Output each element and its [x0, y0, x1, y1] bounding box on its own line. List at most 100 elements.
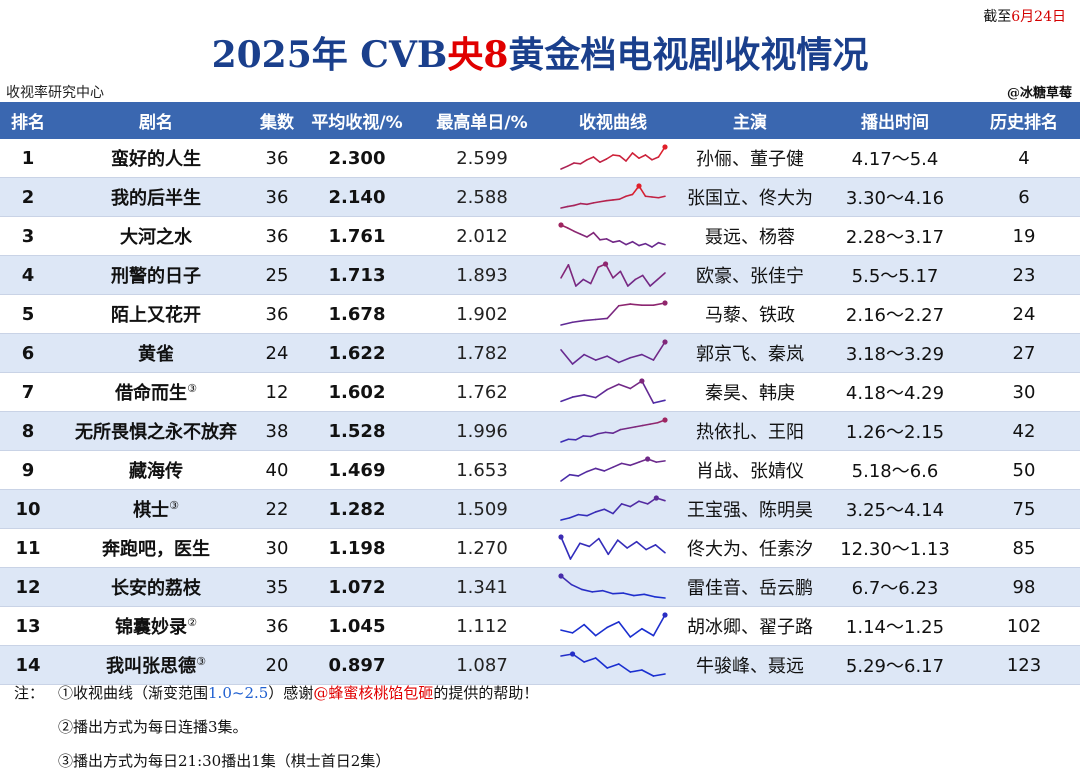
avg-rating-cell: 1.045: [298, 606, 416, 646]
curve-cell: [548, 294, 678, 334]
sparkline-peak-point: [558, 222, 564, 228]
rank-cell: 5: [0, 294, 56, 334]
title-part1: 2025年 CVB: [211, 34, 448, 76]
note-line-1: 注： ①收视曲线（渐变范围1.0~2.5）感谢@蜂蜜核桃馅包砸的提供的帮助！: [14, 682, 538, 716]
avg-rating-cell: 1.761: [298, 216, 416, 256]
sparkline-segment: [588, 537, 600, 548]
period-cell: 1.14～1.25: [822, 606, 968, 646]
sparkline-segment: [589, 266, 599, 285]
cast-cell: 马藜、铁政: [678, 294, 822, 334]
sparkline-chart: [560, 300, 668, 326]
rank-cell: 13: [0, 606, 56, 646]
sparkline-segment: [560, 205, 569, 209]
sparkline-peak-point: [645, 456, 651, 462]
period-cell: 2.16～2.27: [822, 294, 968, 334]
avg-rating-cell: 1.469: [298, 450, 416, 490]
curve-cell: [548, 372, 678, 412]
cast-cell: 欧豪、张佳宁: [678, 255, 822, 295]
footnote-mark: ③: [169, 499, 179, 512]
sparkline-segment: [586, 202, 595, 206]
drama-title: 棋士: [133, 500, 170, 521]
table-row: 10 棋士③ 22 1.282 1.509 王宝强、陈明昊 3.25～4.14 75: [0, 489, 1080, 529]
avg-rating-cell: 1.072: [298, 567, 416, 607]
curve-cell: [548, 333, 678, 373]
sparkline-segment: [586, 467, 597, 473]
sparkline-peak-point: [636, 183, 642, 189]
footnote-mark: ③: [187, 382, 197, 395]
sparkline-segment: [617, 303, 632, 307]
sparkline-segment: [569, 542, 581, 560]
deadline-note: 截至6月24日: [983, 6, 1066, 26]
rank-cell: 3: [0, 216, 56, 256]
sparkline-segment: [652, 673, 666, 677]
sparkline-segment: [619, 427, 629, 431]
period-cell: 12.30～1.13: [822, 528, 968, 568]
sparkline-segment: [649, 421, 659, 425]
cast-cell: 郭京飞、秦岚: [678, 333, 822, 373]
history-rank-cell: 123: [968, 645, 1080, 685]
sparkline-segment: [652, 341, 666, 361]
sparkline-segment: [606, 621, 620, 629]
sparkline-segment: [579, 202, 588, 206]
sparkline-segment: [612, 592, 625, 595]
sparkline-peak-point: [639, 378, 645, 384]
episodes-cell: 38: [256, 411, 298, 451]
history-rank-cell: 23: [968, 255, 1080, 295]
episodes-cell: 22: [256, 489, 298, 529]
ratings-table: 排名 剧名 集数 平均收视/% 最高单日/% 收视曲线 主演 播出时间 历史排名 1 蛮好的人生 3…: [0, 102, 1080, 685]
sparkline-segment: [586, 231, 595, 238]
sparkline-segment: [638, 500, 649, 505]
sparkline-segment: [633, 593, 645, 597]
sparkline-segment: [641, 380, 655, 404]
sparkline-segment: [571, 319, 585, 324]
title-cell: 借命而生③: [56, 372, 256, 412]
peak-rating-cell: 1.996: [416, 411, 548, 451]
sparkline-segment: [620, 503, 632, 508]
sparkline-segment: [568, 473, 580, 477]
drama-title: 藏海传: [129, 461, 183, 482]
table-row: 7 借命而生③ 12 1.602 1.762 秦昊、韩庚 4.18～4.29 30: [0, 372, 1080, 412]
sparkline-segment: [580, 588, 594, 593]
sparkline-segment: [644, 195, 653, 198]
sparkline-segment: [583, 353, 597, 361]
sparkline-segment: [612, 154, 621, 157]
sparkline-segment: [618, 155, 627, 162]
sparkline-segment: [612, 503, 623, 515]
column-header: 播出时间: [822, 102, 968, 139]
sparkline-segment: [592, 231, 601, 241]
history-rank-cell: 4: [968, 139, 1080, 178]
sparkline-peak-point: [558, 534, 564, 540]
drama-title: 锦囊妙录: [115, 617, 188, 638]
history-rank-cell: 102: [968, 606, 1080, 646]
column-header: 平均收视/%: [298, 102, 416, 139]
episodes-cell: 20: [256, 645, 298, 685]
peak-rating-cell: 2.599: [416, 139, 548, 178]
peak-rating-cell: 2.588: [416, 177, 548, 217]
column-header: 收视曲线: [548, 102, 678, 139]
table-row: 3 大河之水 36 1.761 2.012 聂远、杨蓉 2.28～3.17 19: [0, 216, 1080, 256]
sparkline-segment: [629, 461, 640, 467]
sparkline-segment: [560, 438, 570, 443]
peak-rating-cell: 1.112: [416, 606, 548, 646]
sparkline-segment: [594, 626, 609, 637]
sparkline-segment: [629, 669, 643, 673]
sparkline-segment: [573, 202, 582, 207]
sparkline-segment: [618, 239, 627, 246]
sparkline-segment: [592, 200, 601, 204]
sparkline-peak-point: [662, 300, 668, 306]
deadline-prefix: 截至: [983, 9, 1012, 25]
sparkline-segment: [586, 156, 595, 161]
sparkline-chart: [558, 222, 666, 248]
sparkline-segment: [643, 593, 656, 598]
sparkline-segment: [605, 154, 614, 160]
note1-range: 1.0~2.5: [208, 684, 269, 702]
rank-cell: 12: [0, 567, 56, 607]
history-rank-cell: 19: [968, 216, 1080, 256]
column-header: 最高单日/%: [416, 102, 548, 139]
rank-cell: 4: [0, 255, 56, 295]
sparkline-segment: [612, 428, 622, 435]
title-cell: 刑警的日子: [56, 255, 256, 295]
sparkline-segment: [604, 431, 614, 435]
sparkline-segment: [651, 196, 660, 199]
table-row: 8 无所畏惧之永不放弃 38 1.528 1.996 热依扎、王阳 1.26～2.15 42: [0, 411, 1080, 451]
